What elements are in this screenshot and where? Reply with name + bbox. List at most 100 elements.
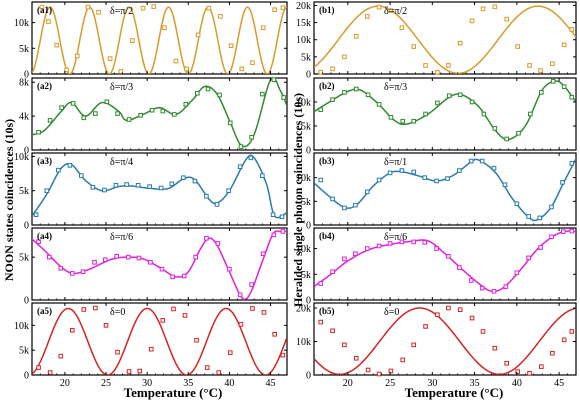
data-point — [353, 355, 359, 361]
data-point — [249, 282, 254, 287]
panel-frame — [313, 1, 577, 75]
data-point — [261, 310, 267, 315]
data-point — [238, 144, 244, 149]
data-point — [74, 53, 80, 59]
data-point — [481, 111, 487, 117]
data-point — [330, 328, 335, 334]
data-point — [342, 205, 347, 211]
data-point — [70, 271, 75, 276]
data-point — [56, 167, 61, 173]
data-point — [387, 241, 393, 246]
data-point — [515, 369, 520, 374]
delta-label: δ=π/2 — [384, 6, 407, 17]
y-tick-label: 15k — [296, 18, 311, 29]
data-point — [365, 367, 371, 373]
data-point — [376, 371, 382, 377]
data-point — [217, 92, 222, 98]
data-point — [387, 170, 393, 176]
data-point — [434, 246, 439, 251]
data-point — [479, 158, 485, 164]
data-point — [399, 239, 405, 245]
data-point — [400, 357, 406, 363]
panel-frame — [313, 302, 577, 376]
data-point — [446, 305, 451, 311]
data-point — [318, 69, 324, 75]
data-point — [81, 307, 87, 312]
data-point — [479, 285, 485, 291]
data-point — [423, 324, 428, 329]
data-point — [318, 281, 324, 286]
data-point — [468, 158, 474, 164]
panel-label: (a2) — [37, 81, 52, 91]
data-point — [399, 168, 405, 173]
delta-label: δ=π/4 — [110, 157, 133, 168]
panels: 0 5k 10k (a1) δ=π/2 0 4k 8k (a2) δ=π/3 0 5k 10k (a3) δ… — [14, 1, 577, 389]
data-point — [492, 345, 498, 351]
data-point — [248, 155, 254, 161]
data-point — [504, 360, 509, 366]
y-tick-label: 0 — [306, 70, 311, 81]
data-point — [70, 101, 76, 106]
data-point — [125, 254, 131, 260]
panel-a4: 0 5k (a4) δ=π/6 — [19, 227, 288, 307]
data-point — [281, 95, 287, 100]
panel-b3: 0 5k 10k (b3) δ=π/1 — [296, 152, 577, 232]
data-point — [102, 187, 107, 193]
data-point — [365, 92, 371, 98]
data-point — [93, 305, 98, 311]
panel-b2: 0 5k 10k (b2) δ=π/3 — [296, 77, 577, 157]
data-point — [434, 178, 439, 184]
data-point — [238, 322, 244, 327]
data-point — [537, 215, 542, 221]
delta-label: δ=0 — [384, 307, 399, 318]
panel-label: (b3) — [319, 156, 335, 166]
fit-curve — [314, 307, 576, 375]
data-point — [93, 111, 98, 116]
data-point — [79, 173, 84, 178]
delta-label: δ=π/2 — [110, 6, 133, 17]
data-point — [138, 112, 143, 118]
data-point — [135, 182, 141, 188]
data-point — [422, 175, 428, 180]
data-point — [318, 177, 324, 183]
data-point — [514, 270, 520, 276]
data-point — [92, 259, 97, 265]
panel-label: (b5) — [319, 306, 335, 316]
data-point — [136, 255, 142, 261]
data-point — [151, 4, 157, 9]
data-point — [502, 182, 508, 188]
data-point — [569, 27, 575, 32]
data-point — [457, 92, 463, 98]
panel-a1: 0 5k 10k (a1) δ=π/2 — [14, 1, 288, 81]
data-point — [103, 323, 109, 328]
y-tick-label: 0 — [24, 371, 29, 382]
y-tick-label: 0 — [24, 70, 29, 81]
data-point — [260, 251, 266, 257]
data-point — [364, 246, 370, 251]
data-point — [492, 4, 498, 10]
x-tick-label: 25 — [101, 378, 111, 389]
data-point — [538, 68, 543, 73]
right-y-axis-label: Heralded single photon coincidences (10s… — [291, 93, 305, 307]
y-tick-label: 10k — [14, 18, 29, 29]
data-point — [569, 228, 575, 234]
data-point — [411, 118, 417, 124]
data-point — [104, 99, 110, 105]
data-point — [70, 328, 75, 333]
x-tick-label: 40 — [224, 378, 234, 389]
data-point — [561, 42, 567, 48]
data-point — [550, 79, 556, 84]
data-point — [46, 254, 52, 260]
y-tick-label: 10k — [296, 98, 311, 109]
data-point — [239, 66, 245, 72]
data-point — [183, 101, 189, 107]
data-point — [400, 118, 406, 124]
left-x-axis-label: Temperature (°C) — [124, 385, 223, 400]
data-point — [469, 18, 475, 24]
data-point — [204, 365, 210, 370]
panel-a2: 0 4k 8k (a2) δ=π/3 — [19, 77, 288, 157]
data-point — [204, 235, 209, 241]
y-tick-label: 5k — [301, 122, 311, 133]
y-tick-label: 4k — [19, 112, 29, 123]
